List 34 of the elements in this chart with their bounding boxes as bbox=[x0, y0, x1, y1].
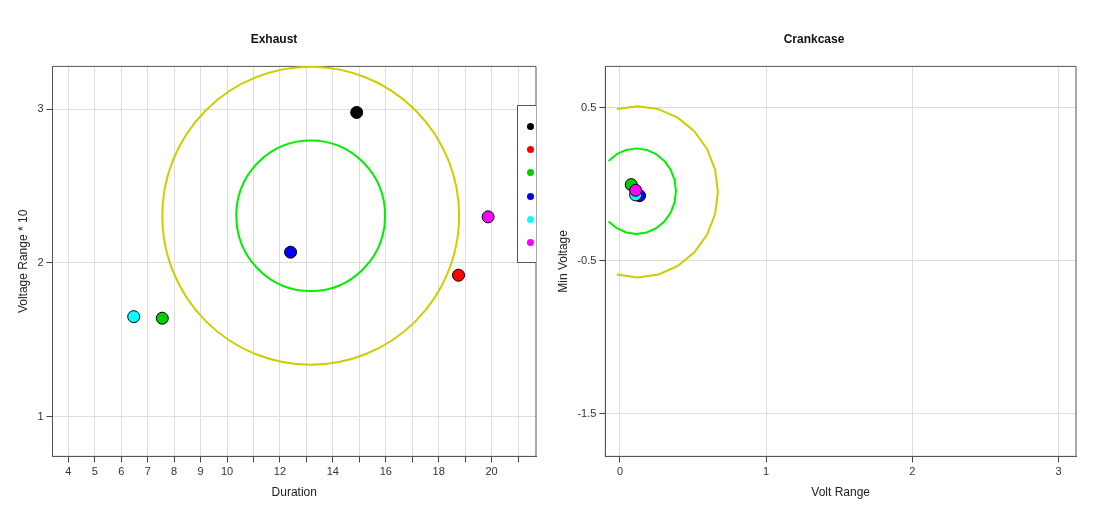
x-tick-label: 14 bbox=[326, 465, 339, 478]
y-tick-label: 1 bbox=[37, 409, 44, 422]
x-tick-label: 18 bbox=[432, 465, 445, 478]
point bbox=[155, 311, 169, 325]
point bbox=[452, 268, 466, 282]
x-tick-label: 10 bbox=[220, 465, 234, 478]
x-tick-label: 5 bbox=[91, 465, 98, 478]
y-tick-label: 3 bbox=[37, 102, 44, 115]
y-tick-label: 0.5 bbox=[581, 100, 597, 113]
x-axis-title: Duration bbox=[271, 485, 317, 500]
point bbox=[350, 105, 364, 119]
y-tick-label: -0.5 bbox=[577, 253, 597, 266]
x-tick-label: 3 bbox=[1055, 465, 1062, 478]
x-tick-label: 7 bbox=[144, 465, 151, 478]
y-axis-title: Min Voltage bbox=[555, 229, 570, 293]
x-tick-label: 16 bbox=[379, 465, 392, 478]
x-tick-label: 0 bbox=[616, 465, 624, 478]
chart-title: Crankcase bbox=[783, 31, 845, 46]
x-tick-label: 4 bbox=[65, 465, 72, 478]
y-tick-label: -1.5 bbox=[577, 406, 597, 419]
x-tick-label: 12 bbox=[273, 465, 287, 478]
point bbox=[481, 210, 495, 224]
chart-title: Exhaust bbox=[250, 31, 298, 46]
x-tick-label: 6 bbox=[118, 465, 125, 478]
x-tick-label: 9 bbox=[197, 465, 204, 478]
point bbox=[127, 310, 141, 324]
point bbox=[284, 245, 298, 259]
x-tick-label: 8 bbox=[171, 465, 178, 478]
y-tick-label: 2 bbox=[37, 255, 44, 268]
y-axis-title: Voltage Range * 10 bbox=[15, 209, 30, 314]
x-axis-title: Volt Range bbox=[811, 485, 871, 500]
x-tick-label: 1 bbox=[763, 465, 770, 478]
x-tick-label: 20 bbox=[485, 465, 498, 478]
x-tick-label: 2 bbox=[909, 465, 916, 478]
